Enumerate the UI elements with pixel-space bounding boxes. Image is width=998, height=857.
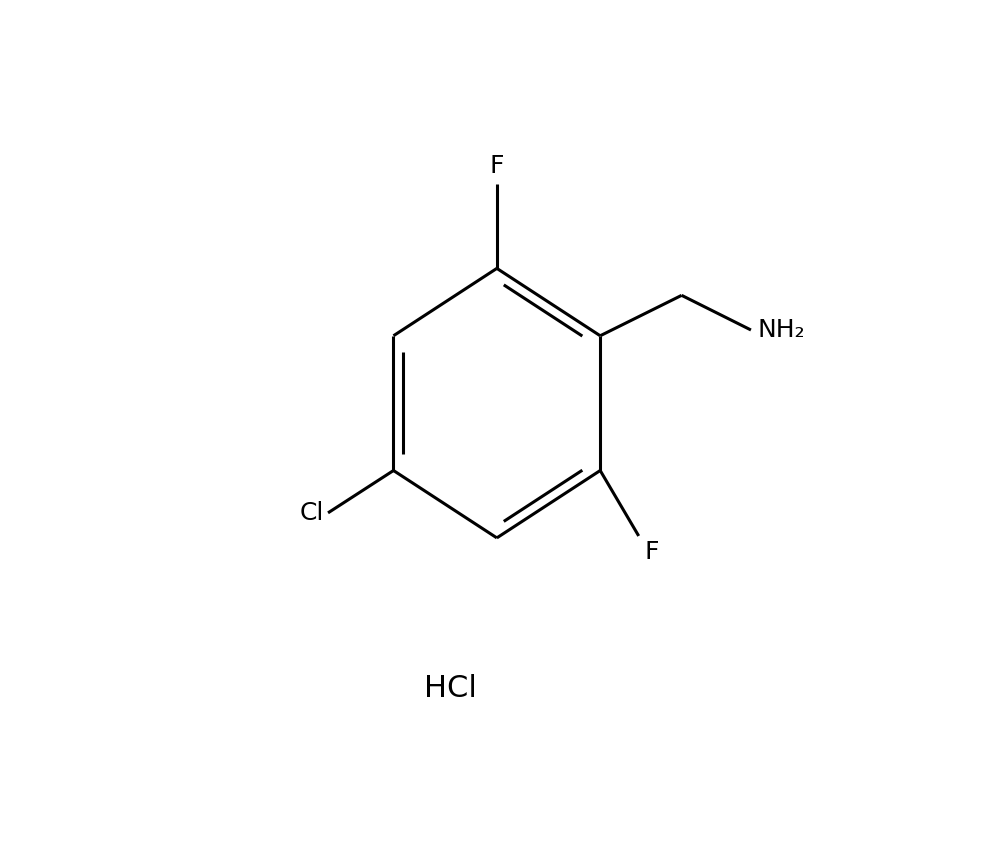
Text: F: F <box>490 153 504 177</box>
Text: Cl: Cl <box>299 500 324 524</box>
Text: HCl: HCl <box>424 674 477 703</box>
Text: F: F <box>645 540 660 564</box>
Text: NH₂: NH₂ <box>757 318 804 342</box>
